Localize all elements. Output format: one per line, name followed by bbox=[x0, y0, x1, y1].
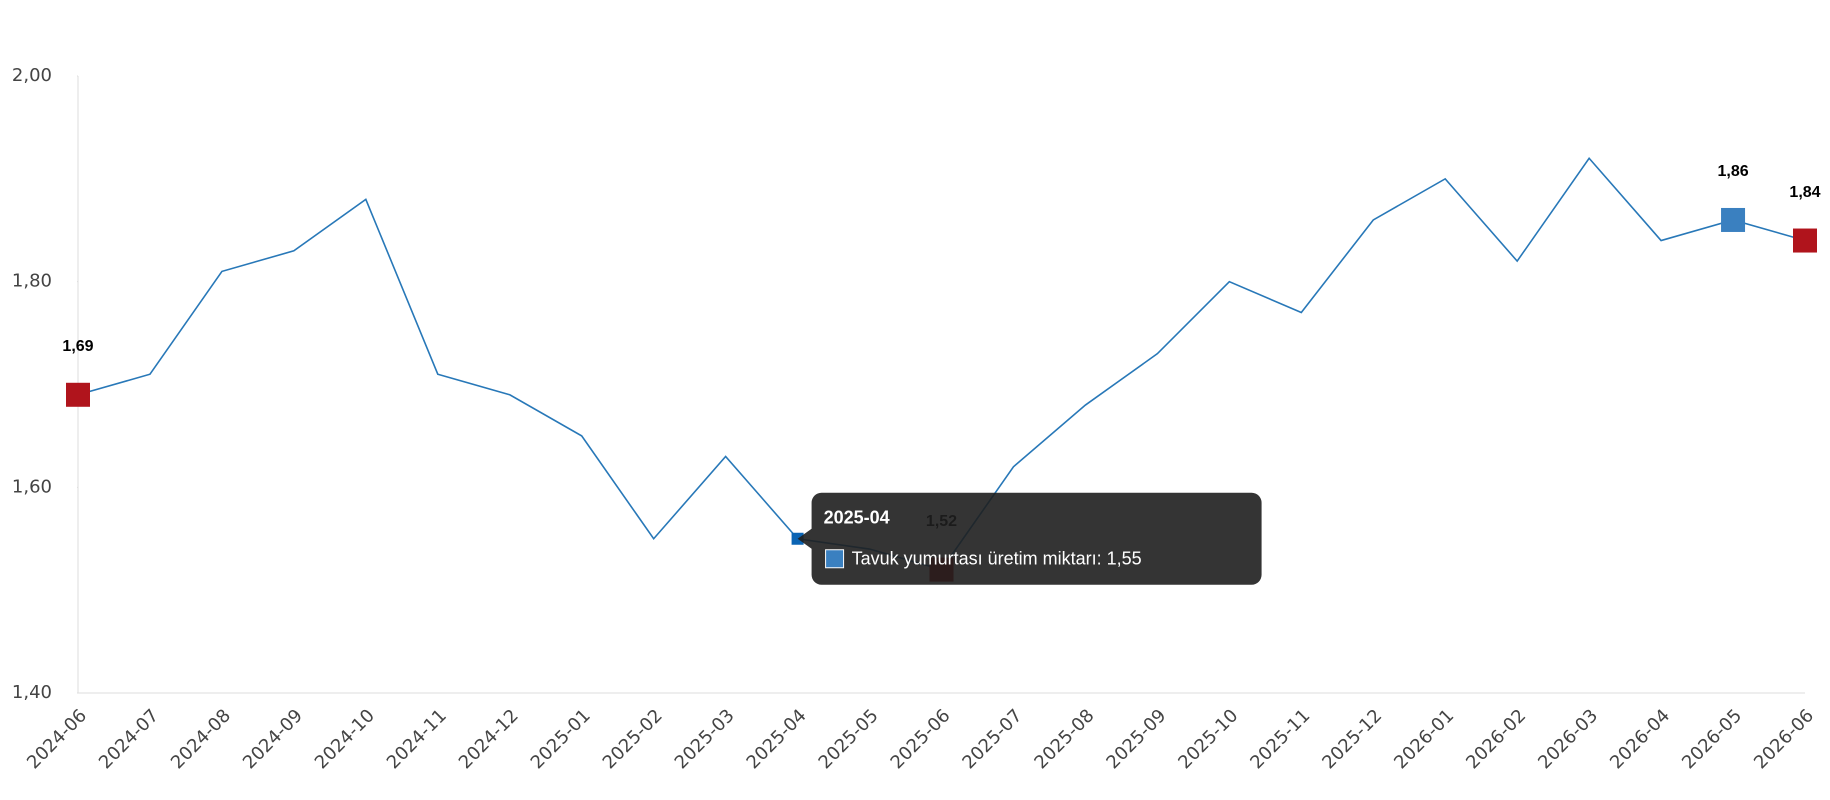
x-tick-label: 2025-05 bbox=[815, 705, 883, 773]
x-tick-label: 2025-02 bbox=[599, 705, 667, 773]
x-tick-label: 2025-08 bbox=[1030, 705, 1098, 773]
y-tick-label: 1,80 bbox=[12, 271, 52, 292]
x-tick-label: 2026-02 bbox=[1462, 705, 1530, 773]
tooltip-swatch bbox=[825, 549, 845, 569]
x-tick-label: 2026-05 bbox=[1678, 705, 1746, 773]
x-tick-label: 2025-12 bbox=[1318, 705, 1386, 773]
x-tick-label: 2025-11 bbox=[1246, 705, 1314, 773]
marker bbox=[1793, 228, 1817, 253]
tooltip-title: 2025-04 bbox=[824, 508, 890, 528]
tooltip-text: Tavuk yumurtası üretim miktarı: 1,55 bbox=[852, 549, 1142, 569]
x-tick-label: 2025-10 bbox=[1174, 705, 1242, 773]
x-tick-label: 2025-01 bbox=[527, 705, 595, 773]
marker bbox=[1721, 207, 1746, 232]
x-tick-label: 2024-07 bbox=[95, 705, 163, 773]
x-tick-label: 2024-08 bbox=[167, 705, 235, 773]
x-tick-label: 2024-11 bbox=[383, 705, 451, 773]
value-label: 1,84 bbox=[1789, 184, 1820, 201]
x-tick-label: 2024-10 bbox=[311, 705, 379, 773]
y-tick-label: 1,60 bbox=[12, 476, 52, 497]
x-tick-label: 2025-07 bbox=[958, 705, 1026, 773]
value-label: 1,69 bbox=[62, 338, 93, 355]
x-tick-label: 2024-12 bbox=[455, 705, 523, 773]
x-tick-label: 2025-06 bbox=[887, 705, 955, 773]
y-tick-label: 2,00 bbox=[12, 65, 52, 86]
value-label: 1,86 bbox=[1717, 163, 1748, 180]
x-tick-label: 2026-03 bbox=[1534, 705, 1602, 773]
x-tick-label: 2026-06 bbox=[1750, 705, 1818, 773]
tooltip: 2025-04 Tavuk yumurtası üretim miktarı: 1… bbox=[797, 492, 1262, 585]
x-tick-label: 2026-01 bbox=[1390, 705, 1458, 773]
x-tick-label: 2024-06 bbox=[23, 705, 91, 773]
marker bbox=[66, 382, 90, 407]
x-tick-label: 2026-04 bbox=[1606, 705, 1674, 773]
x-tick-label: 2025-04 bbox=[743, 705, 811, 773]
y-tick-label: 1,40 bbox=[12, 682, 52, 703]
x-tick-label: 2025-09 bbox=[1102, 705, 1170, 773]
x-tick-label: 2024-09 bbox=[239, 705, 307, 773]
x-tick-label: 2025-03 bbox=[671, 705, 739, 773]
tooltip-box bbox=[797, 492, 1262, 585]
